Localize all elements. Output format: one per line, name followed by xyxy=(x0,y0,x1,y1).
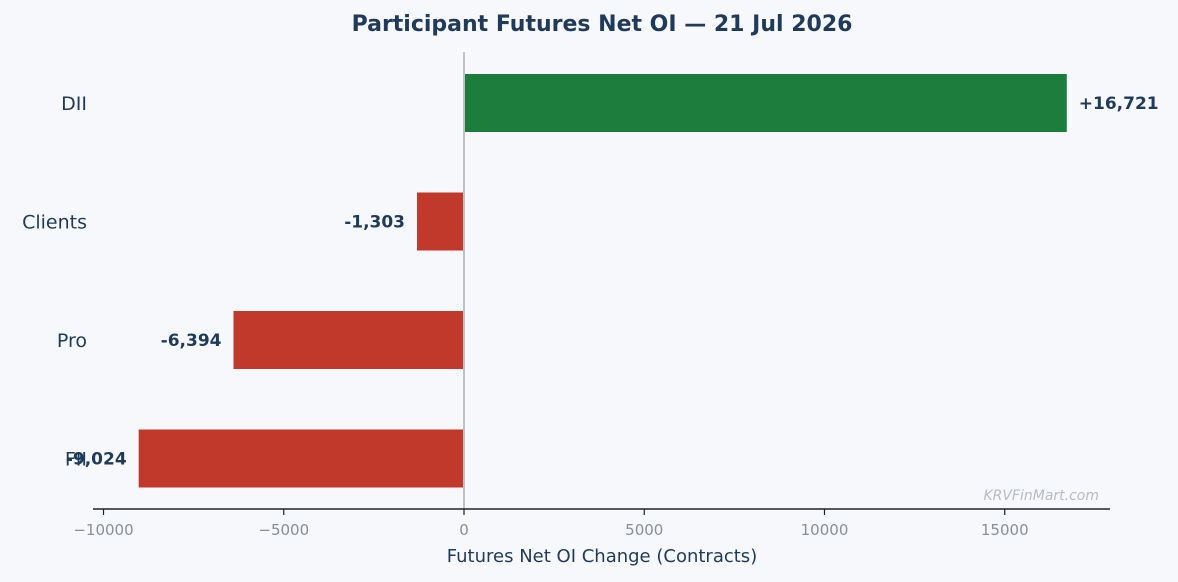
category-label-dii: DII xyxy=(61,93,87,115)
chart-title: Participant Futures Net OI — 21 Jul 2026 xyxy=(352,12,853,37)
x-tick-label: 5000 xyxy=(625,521,663,539)
bar-clients xyxy=(417,192,464,251)
x-tick-label: −5000 xyxy=(258,521,309,539)
category-label-pro: Pro xyxy=(57,330,87,352)
x-tick-label: −10000 xyxy=(73,521,133,539)
bar-fii xyxy=(138,429,464,488)
data-labels: +16,721 -1,303 -6,394 -9,024 xyxy=(66,94,1159,470)
category-labels: DII Clients Pro FII xyxy=(22,93,87,471)
x-axis-ticks: −10000 −5000 0 5000 10000 15000 xyxy=(73,509,1029,539)
data-label-clients: -1,303 xyxy=(344,213,405,233)
x-tick-label: 0 xyxy=(459,521,469,539)
x-tick-label: 10000 xyxy=(801,521,849,539)
category-label-fii: FII xyxy=(65,449,87,471)
data-label-fii: -9,024 xyxy=(66,450,127,470)
data-label-pro: -6,394 xyxy=(161,331,222,351)
bar-pro xyxy=(233,311,464,369)
bar-dii xyxy=(464,74,1067,132)
data-label-dii: +16,721 xyxy=(1079,94,1159,114)
watermark: KRVFinMart.com xyxy=(983,488,1099,504)
x-axis-label: Futures Net OI Change (Contracts) xyxy=(447,546,757,567)
x-tick-label: 15000 xyxy=(981,521,1029,539)
bars-layer xyxy=(138,74,1067,488)
category-label-clients: Clients xyxy=(22,212,87,234)
